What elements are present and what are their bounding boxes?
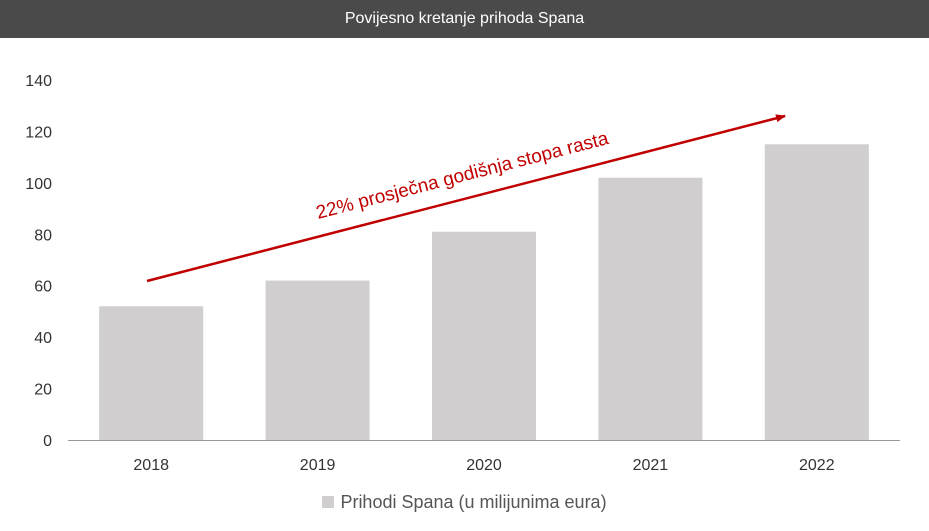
y-tick-label: 120	[25, 124, 52, 141]
y-tick-label: 60	[34, 279, 52, 296]
x-tick-label: 2021	[633, 457, 669, 474]
bar-2020	[432, 231, 536, 440]
bar-2021	[598, 177, 703, 440]
bar-series	[99, 144, 869, 441]
legend-swatch	[322, 496, 335, 508]
y-tick-label: 0	[43, 433, 52, 450]
y-tick-label: 20	[34, 382, 52, 399]
y-tick-label: 80	[34, 227, 52, 244]
legend-label: Prihodi Spana (u milijunima eura)	[340, 491, 607, 512]
x-tick-label: 2022	[799, 457, 835, 474]
x-tick-label: 2020	[466, 457, 502, 474]
chart-title: Povijesno kretanje prihoda Spana	[0, 0, 929, 38]
growth-trend-arrow	[146, 114, 786, 283]
x-tick-label: 2019	[300, 457, 336, 474]
y-tick-label: 40	[34, 330, 52, 347]
y-tick-label: 100	[25, 176, 52, 193]
bar-2022	[764, 144, 869, 441]
y-tick-label: 140	[25, 73, 52, 90]
x-axis: 2018 2019 2020 2021 2022	[133, 457, 834, 474]
growth-annotation: 22% prosječna godišnja stopa rasta	[314, 128, 611, 224]
legend: Prihodi Spana (u milijunima eura)	[0, 487, 929, 517]
bar-2019	[265, 280, 370, 440]
x-tick-label: 2018	[133, 457, 169, 474]
y-axis: 0 20 40 60 80 100 120 140	[25, 73, 52, 450]
bar-2018	[99, 306, 204, 440]
